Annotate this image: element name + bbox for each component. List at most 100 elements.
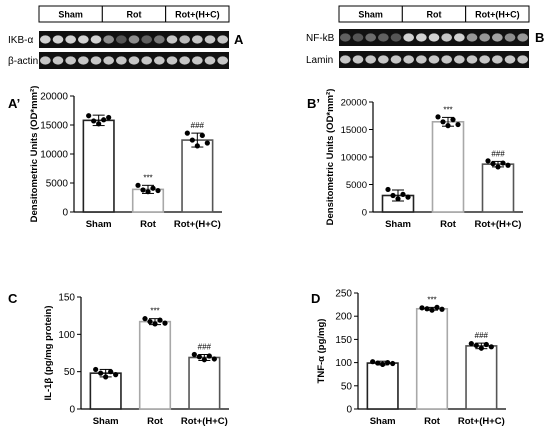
y-tick-label: 0 bbox=[62, 208, 68, 219]
data-point bbox=[135, 182, 141, 188]
blot-panel-b: Sham Rot Rot+(H+C) NF-kB Lamin B bbox=[306, 5, 544, 68]
panel-label: C bbox=[8, 291, 18, 306]
bar bbox=[138, 320, 172, 410]
blot-band bbox=[365, 55, 376, 64]
blot-band bbox=[90, 56, 102, 65]
blot-band bbox=[166, 56, 178, 65]
y-tick-label: 150 bbox=[58, 293, 75, 304]
y-axis-label: IL-1β (pg/mg protein) bbox=[43, 306, 54, 401]
blot-band bbox=[517, 33, 528, 42]
y-tick-label: 0 bbox=[69, 405, 75, 416]
y-tick-label: 15000 bbox=[341, 125, 367, 136]
blot-band bbox=[128, 56, 140, 65]
significance-label: ### bbox=[191, 121, 205, 130]
data-point bbox=[440, 119, 446, 125]
data-point bbox=[495, 164, 501, 170]
blot-row-label: NF-kB bbox=[306, 33, 335, 44]
blot-band bbox=[352, 55, 364, 64]
data-point bbox=[370, 359, 376, 365]
data-point bbox=[375, 360, 381, 366]
x-tick-label: Rot bbox=[424, 416, 441, 427]
blot-band bbox=[390, 33, 402, 42]
data-point bbox=[488, 344, 494, 350]
data-point bbox=[196, 354, 202, 360]
data-point bbox=[468, 340, 474, 347]
x-tick-label: Sham bbox=[370, 416, 396, 427]
data-point bbox=[86, 113, 92, 119]
data-point bbox=[108, 369, 114, 375]
bar bbox=[366, 362, 399, 410]
blot-band bbox=[204, 35, 216, 44]
data-point bbox=[419, 305, 425, 311]
data-point bbox=[113, 372, 119, 378]
blot-band bbox=[192, 35, 203, 44]
blot-band bbox=[40, 35, 51, 44]
bar bbox=[415, 307, 449, 410]
blot-band bbox=[479, 33, 490, 42]
y-tick-label: 5000 bbox=[346, 180, 367, 191]
data-point bbox=[385, 186, 391, 193]
blot-band bbox=[378, 55, 389, 64]
data-point bbox=[147, 319, 153, 325]
blot-group-box bbox=[165, 5, 230, 23]
blot-band bbox=[504, 55, 516, 64]
blot-band bbox=[504, 33, 516, 42]
data-point bbox=[150, 185, 156, 191]
data-point bbox=[206, 353, 212, 359]
blot-band bbox=[103, 35, 114, 44]
y-tick-label: 20000 bbox=[40, 92, 68, 103]
panel-label: D bbox=[311, 291, 320, 306]
significance-label: *** bbox=[143, 173, 152, 182]
blot-group-label: Rot bbox=[427, 10, 442, 20]
blot-band bbox=[479, 55, 490, 64]
data-point bbox=[395, 196, 401, 202]
y-tick-label: 15000 bbox=[40, 121, 68, 132]
data-point bbox=[434, 304, 440, 310]
panel-label: B bbox=[535, 30, 544, 45]
data-point bbox=[483, 341, 489, 348]
blot-band bbox=[116, 35, 127, 44]
blot-band bbox=[217, 56, 228, 65]
data-point bbox=[390, 360, 396, 367]
blot-band bbox=[416, 33, 427, 42]
y-tick-label: 50 bbox=[341, 381, 353, 392]
bar bbox=[82, 119, 115, 213]
blot-band bbox=[454, 55, 465, 64]
x-tick-label: Sham bbox=[86, 219, 112, 230]
blot-band bbox=[403, 55, 414, 64]
data-point bbox=[155, 187, 161, 194]
panel-label: B’ bbox=[307, 96, 320, 111]
significance-label: *** bbox=[427, 295, 436, 304]
blot-band bbox=[466, 55, 478, 64]
y-tick-label: 0 bbox=[346, 405, 352, 416]
panel-label: A bbox=[234, 32, 244, 47]
data-point bbox=[140, 187, 146, 193]
blot-band bbox=[416, 55, 427, 64]
data-point bbox=[385, 360, 391, 366]
x-tick-label: Rot bbox=[140, 219, 157, 230]
blot-row-label: IKB-α bbox=[8, 35, 33, 46]
data-point bbox=[478, 345, 484, 351]
blot-band bbox=[154, 56, 165, 65]
blot-band bbox=[378, 33, 389, 42]
blot-band bbox=[403, 33, 414, 42]
blot-band bbox=[52, 35, 64, 44]
bar bbox=[188, 356, 221, 410]
blot-band bbox=[52, 56, 64, 65]
blot-band bbox=[428, 33, 440, 42]
data-point bbox=[505, 162, 511, 168]
data-point bbox=[424, 306, 430, 312]
blot-group-label: Rot+(H+C) bbox=[475, 10, 520, 20]
blot-row-label: β-actin bbox=[8, 56, 38, 67]
bar bbox=[181, 139, 214, 213]
blot-group-label: Sham bbox=[358, 10, 383, 20]
blot-band bbox=[340, 55, 351, 64]
data-point bbox=[390, 192, 396, 199]
x-tick-label: Rot+(H+C) bbox=[174, 219, 221, 230]
blot-band bbox=[192, 56, 203, 65]
data-point bbox=[142, 316, 148, 322]
blot-group-label: Sham bbox=[58, 10, 83, 20]
blot-band bbox=[441, 55, 452, 64]
